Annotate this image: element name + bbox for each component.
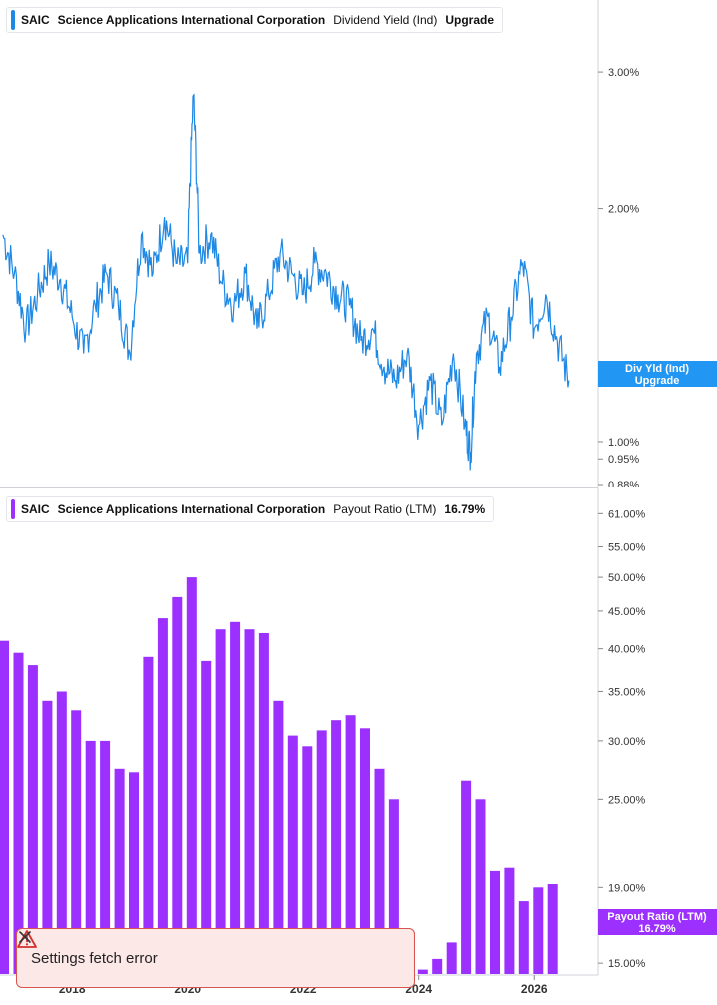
payout-ratio-bar	[547, 884, 558, 974]
payout-ratio-bar	[100, 740, 111, 974]
payout-ratio-bar	[129, 772, 139, 974]
dividend-yield-value-tag: Div Yld (Ind)Upgrade	[598, 361, 717, 387]
y-tick-label: 45.00%	[608, 606, 646, 618]
legend-metric: Payout Ratio (LTM)	[333, 502, 437, 516]
payout-ratio-bar	[215, 629, 226, 974]
legend-metric: Dividend Yield (Ind)	[333, 13, 438, 27]
dividend-yield-series-line	[2, 93, 570, 471]
tag-label: Payout Ratio (LTM)	[607, 911, 707, 923]
y-tick-label: 55.00%	[608, 542, 646, 554]
legend-ticker: SAIC	[21, 502, 50, 516]
y-tick-label: 61.00%	[608, 508, 646, 520]
y-tick-label: 19.00%	[608, 882, 646, 894]
y-tick-label: 0.95%	[608, 454, 639, 466]
payout-ratio-chart: 61.00% 55.00% 50.00% 45.00% 40.00% 35.00% 30.0…	[0, 488, 717, 996]
payout-ratio-bar	[432, 958, 443, 974]
payout-ratio-bar	[230, 621, 241, 974]
payout-ratio-bar	[533, 887, 544, 974]
payout-ratio-bar	[475, 799, 486, 974]
legend-value: 16.79%	[444, 502, 486, 516]
error-toast: Settings fetch error	[16, 928, 415, 988]
tag-label: Div Yld (Ind)	[625, 363, 689, 375]
payout-ratio-bar	[27, 665, 38, 974]
x-tick-label: 2026	[521, 982, 548, 996]
payout-ratio-bar	[13, 652, 24, 974]
payout-ratio-bar	[85, 740, 96, 974]
toast-message: Settings fetch error	[31, 949, 158, 967]
y-tick-label: 35.00%	[608, 686, 646, 698]
y-tick-label: 40.00%	[608, 644, 646, 656]
panel-divider	[0, 487, 598, 488]
payout-ratio-bar	[331, 720, 342, 974]
legend-company: Science Applications International Corpo…	[57, 502, 326, 516]
payout-ratio-bar	[201, 660, 212, 974]
payout-ratio-bar	[244, 629, 255, 974]
close-icon[interactable]	[17, 929, 33, 945]
payout-ratio-bar	[273, 700, 284, 974]
y-tick-label: 3.00%	[608, 67, 639, 79]
payout-ratio-bar	[388, 799, 399, 974]
payout-ratio-value-tag: Payout Ratio (LTM)16.79%	[598, 909, 717, 935]
series-swatch-purple	[11, 499, 15, 519]
dividend-yield-legend: SAIC Science Applications International …	[6, 7, 504, 33]
payout-ratio-bar	[461, 780, 472, 974]
payout-ratio-bar	[186, 577, 197, 974]
payout-ratio-legend: SAIC Science Applications International …	[6, 496, 495, 522]
payout-ratio-bar	[490, 870, 500, 974]
payout-ratio-bar	[446, 942, 457, 974]
payout-ratio-bar	[114, 768, 125, 974]
y-tick-label: 15.00%	[608, 958, 646, 970]
tag-value: 16.79%	[638, 923, 676, 935]
dividend-yield-chart-panel: 3.00% 2.00% 1.00% 0.95% 0.88% Div Yld (Ind) Up…	[0, 0, 717, 487]
payout-ratio-bar	[345, 715, 356, 974]
tag-value: Upgrade	[635, 375, 680, 387]
payout-ratio-chart-panel: 61.00% 55.00% 50.00% 45.00% 40.00% 35.00% 30.0…	[0, 488, 717, 996]
payout-ratio-bar	[71, 710, 82, 974]
payout-ratio-bar	[56, 691, 67, 974]
y-tick-label: 2.00%	[608, 204, 639, 216]
y-tick-label: 30.00%	[608, 736, 646, 748]
legend-company: Science Applications International Corpo…	[57, 13, 326, 27]
payout-ratio-bar	[504, 867, 515, 974]
payout-ratio-bar	[374, 768, 385, 974]
y-tick-label: 25.00%	[608, 794, 646, 806]
tag-background	[598, 909, 717, 935]
payout-ratio-bar	[172, 596, 183, 974]
payout-ratio-bar	[302, 746, 313, 974]
y-tick-label: 0.88%	[608, 480, 639, 487]
y-tick-label: 1.00%	[608, 437, 639, 449]
payout-ratio-bar	[157, 618, 168, 974]
payout-ratio-bar	[42, 700, 53, 974]
payout-ratio-bar	[417, 969, 428, 974]
dividend-yield-chart: 3.00%2.00%1.00%0.95%0.88%Div Yld (Ind)Up…	[2, 0, 717, 487]
payout-ratio-bar	[0, 640, 9, 974]
tag-background	[598, 361, 717, 387]
payout-ratio-bar	[518, 901, 529, 974]
series-swatch-blue	[11, 10, 15, 30]
payout-ratio-bar	[143, 656, 154, 974]
payout-ratio-bar	[258, 633, 269, 974]
payout-ratio-bar	[360, 728, 370, 974]
legend-upgrade-link[interactable]: Upgrade	[445, 13, 495, 27]
y-tick-label: 50.00%	[608, 572, 646, 584]
payout-ratio-bar	[287, 735, 298, 974]
legend-ticker: SAIC	[21, 13, 50, 27]
payout-ratio-bar	[316, 730, 327, 974]
